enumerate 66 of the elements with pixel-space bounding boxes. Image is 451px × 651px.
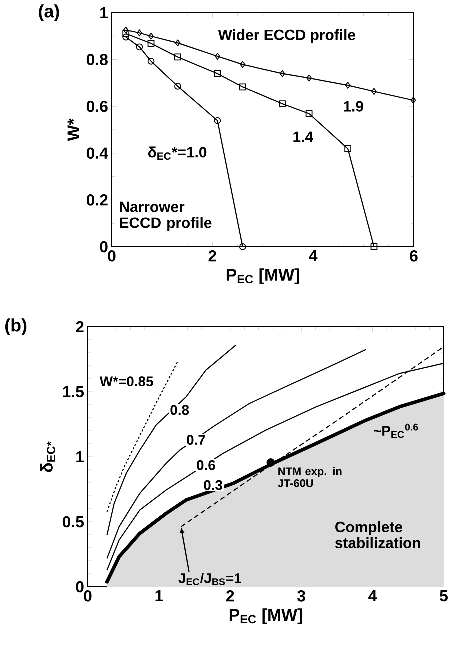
y-tick-label: 0.2 [86, 194, 108, 206]
point [239, 84, 246, 91]
point [123, 26, 129, 34]
point [214, 117, 222, 124]
point [370, 244, 378, 250]
x-tick-label: 3 [298, 590, 306, 602]
x-tick-label: 2 [208, 250, 216, 262]
annotation: 0.6 [197, 460, 216, 470]
x-tick-label: 1 [156, 590, 164, 602]
x-tick-label: 4 [309, 250, 318, 262]
annotation: NTM exp. in JT-60U [278, 467, 342, 488]
y-axis-title: W* [68, 118, 80, 142]
y-tick-label: 1 [100, 8, 108, 18]
chart-title: (b) [6, 318, 27, 336]
point [345, 82, 351, 89]
point [372, 88, 377, 96]
annotation: W*=0.85 [100, 376, 154, 387]
x-axis-title: P$_{EC}$ [MW] [230, 608, 302, 624]
point [306, 74, 312, 82]
annotation: 0.8 [170, 405, 190, 416]
point [344, 146, 352, 152]
point [148, 58, 155, 65]
x-tick-label: 5 [440, 590, 448, 602]
point [306, 110, 313, 118]
y-tick-label: 0 [76, 581, 84, 593]
annotation: ~P$_{EC}$0.6 [374, 424, 418, 438]
y-axis-title: δ$_{EC*}$ [40, 442, 56, 472]
point [214, 70, 222, 78]
point [122, 30, 130, 38]
chart-title: (a) [39, 4, 60, 22]
annotation: 0.3 [204, 480, 222, 490]
annotation: δ$_{EC}$*=1.0 [148, 146, 207, 160]
point [215, 53, 220, 60]
point [122, 34, 130, 41]
y-tick-label: 0.5 [62, 516, 84, 528]
y-tick-label: 0.6 [86, 100, 108, 112]
point [148, 40, 155, 48]
y-tick-label: 1 [76, 452, 84, 462]
annotation: Complete stabilization [335, 522, 420, 548]
point [174, 83, 182, 90]
point [175, 40, 181, 47]
point [136, 44, 144, 51]
x-tick-label: 2 [226, 590, 234, 602]
y-tick-label: 0 [100, 241, 108, 253]
annotation: Wider ECCD profile [218, 29, 356, 44]
x-tick-label: 6 [410, 250, 418, 262]
point [410, 97, 416, 104]
point [279, 100, 286, 108]
point [240, 61, 246, 68]
y-tick-label: 0.8 [86, 54, 108, 66]
annotation: 1.9 [344, 101, 364, 112]
x-tick-label: 0 [108, 250, 116, 262]
y-tick-label: 2 [76, 321, 84, 333]
annotation: 1.4 [294, 132, 314, 142]
point [280, 70, 286, 78]
point [148, 32, 154, 40]
point [136, 30, 142, 37]
y-tick-label: 0.4 [86, 148, 108, 160]
point [174, 54, 182, 61]
annotation: 0.7 [187, 435, 206, 446]
annotation: J$_{EC}$/J$_{BS}$=1 [178, 573, 242, 586]
annotation: Narrower ECCD profile [120, 202, 212, 232]
y-tick-label: 1.5 [63, 386, 84, 398]
x-axis-title: P$_{EC}$ [MW] [226, 268, 300, 284]
x-tick-label: 4 [368, 590, 378, 602]
point [239, 244, 246, 250]
